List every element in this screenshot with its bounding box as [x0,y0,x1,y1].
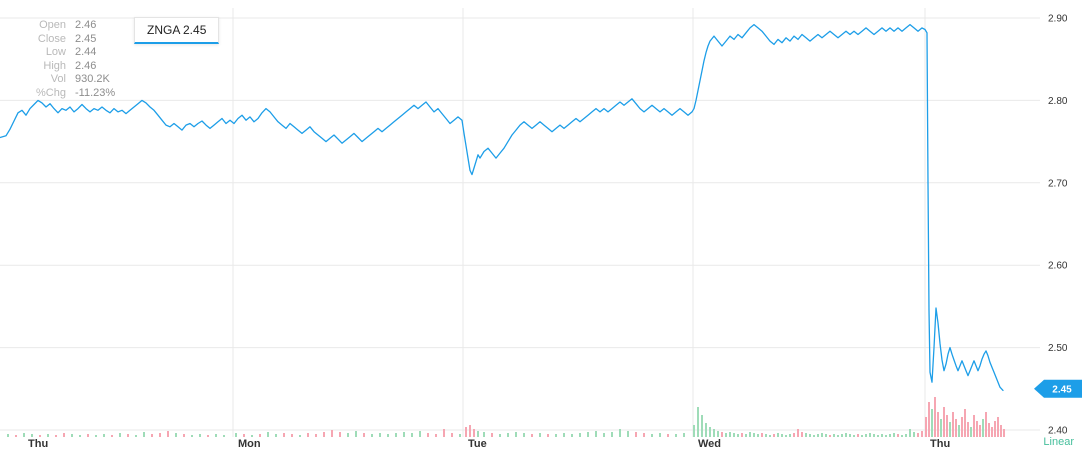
svg-text:Thu: Thu [930,438,950,450]
volume-bars [7,397,1005,437]
x-axis-labels: Thu Mon Tue Wed Thu [28,438,950,450]
svg-text:2.80: 2.80 [1048,96,1068,107]
stat-value: -11.23% [75,86,116,99]
svg-text:Tue: Tue [468,438,487,450]
svg-text:2.45: 2.45 [1052,384,1072,395]
scale-toggle-linear[interactable]: Linear [1043,436,1074,448]
svg-text:2.40: 2.40 [1048,426,1068,437]
svg-text:2.60: 2.60 [1048,261,1068,272]
current-price-badge: 2.45 [1034,379,1082,398]
svg-text:2.50: 2.50 [1048,343,1068,354]
ticker-tab[interactable]: ZNGA 2.45 [134,17,220,44]
stat-label: %Chg [36,86,66,99]
stat-row-open: Open 2.46 [30,19,115,33]
stat-value: 930.2K [75,73,110,85]
y-axis-labels: 2.40 2.50 2.60 2.70 2.80 2.90 [1048,14,1068,437]
stat-label: High [43,59,66,72]
stat-row-close: Close 2.45 [30,33,115,47]
gridlines [0,8,1040,437]
svg-text:Thu: Thu [28,438,48,450]
stat-value: 2.44 [75,46,97,58]
stat-value: 2.46 [75,19,97,31]
stat-label: Vol [50,73,66,85]
svg-text:2.90: 2.90 [1048,14,1068,25]
price-line [0,23,1004,392]
stat-label: Open [39,19,66,31]
stat-value: 2.45 [75,32,97,45]
stat-row-high: High 2.46 [30,60,115,74]
svg-text:Mon: Mon [238,438,261,450]
svg-text:2.70: 2.70 [1048,178,1068,189]
stat-row-low: Low 2.44 [30,46,115,60]
stat-label: Close [37,32,66,45]
stat-label: Low [45,46,66,58]
stat-row-pctchg: %Chg -11.23% [30,87,115,101]
stat-row-vol: Vol 930.2K [30,73,115,87]
ohlc-stats: Open 2.46 Close 2.45 Low 2.44 High 2.46 Vol 9… [30,19,115,100]
svg-text:Wed: Wed [698,438,721,450]
stat-value: 2.46 [75,59,97,72]
